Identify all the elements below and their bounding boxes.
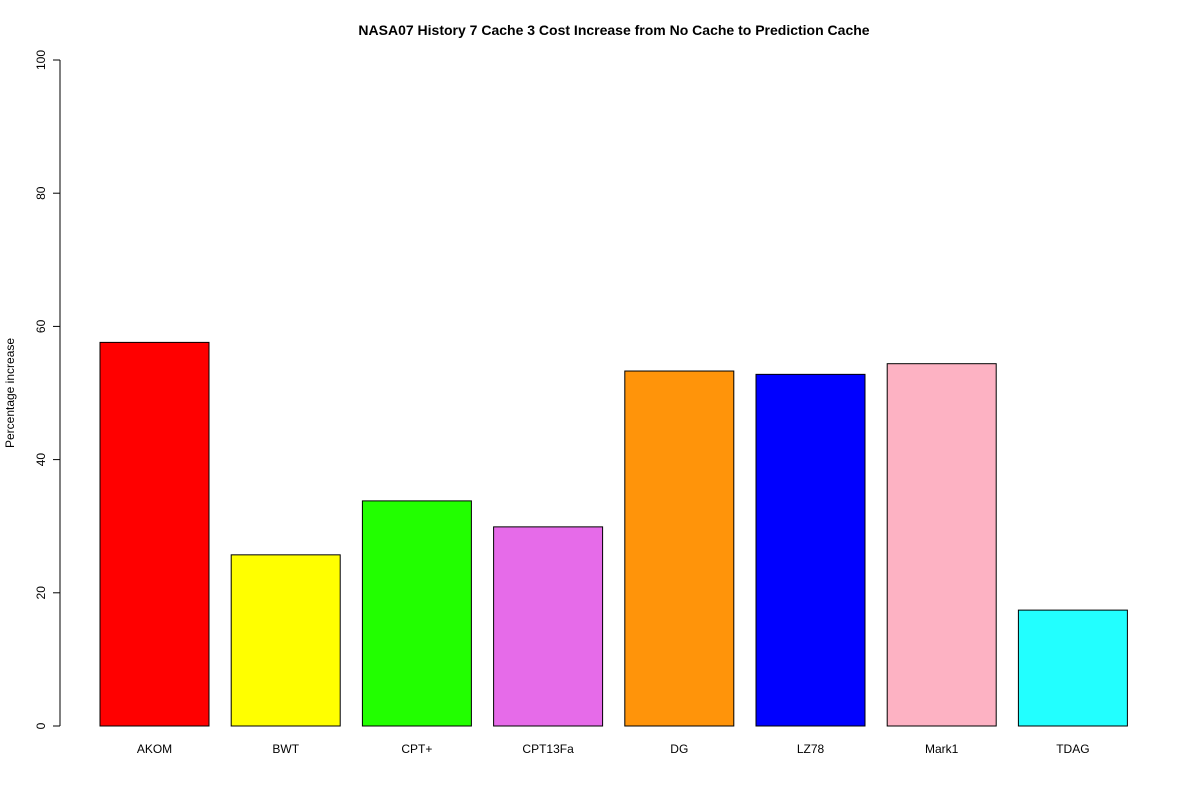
bar-akom [99, 341, 210, 727]
y-tick-label: 20 [34, 586, 48, 600]
y-axis-label: Percentage increase [3, 338, 17, 448]
y-tick-label: 60 [34, 319, 48, 333]
y-tick-label: 0 [34, 722, 48, 729]
chart-title: NASA07 History 7 Cache 3 Cost Increase f… [358, 22, 869, 38]
y-axis-ticks: 0 20 40 60 80 100 [34, 50, 60, 729]
bar-mark1 [886, 363, 997, 727]
x-category-label: Mark1 [925, 742, 959, 756]
y-tick-label: 100 [34, 50, 48, 70]
x-category-label: LZ78 [797, 742, 825, 756]
bar-dg [624, 370, 735, 727]
x-category-label: TDAG [1056, 742, 1089, 756]
bar-cpt13fa [493, 526, 604, 727]
x-category-label: BWT [272, 742, 299, 756]
y-tick-label: 40 [34, 453, 48, 467]
bars-group [99, 341, 1128, 727]
bar-lz78 [755, 373, 866, 727]
x-category-label: DG [670, 742, 688, 756]
category-labels: AKOM BWT CPT+ CPT13Fa DG LZ78 Mark1 TDAG [137, 742, 1090, 756]
bar-cpt- [361, 500, 472, 727]
y-tick-label: 80 [34, 186, 48, 200]
bar-tdag [1017, 609, 1128, 727]
bar-bwt [230, 554, 341, 727]
x-category-label: CPT13Fa [522, 742, 574, 756]
x-category-label: CPT+ [401, 742, 432, 756]
x-category-label: AKOM [137, 742, 172, 756]
